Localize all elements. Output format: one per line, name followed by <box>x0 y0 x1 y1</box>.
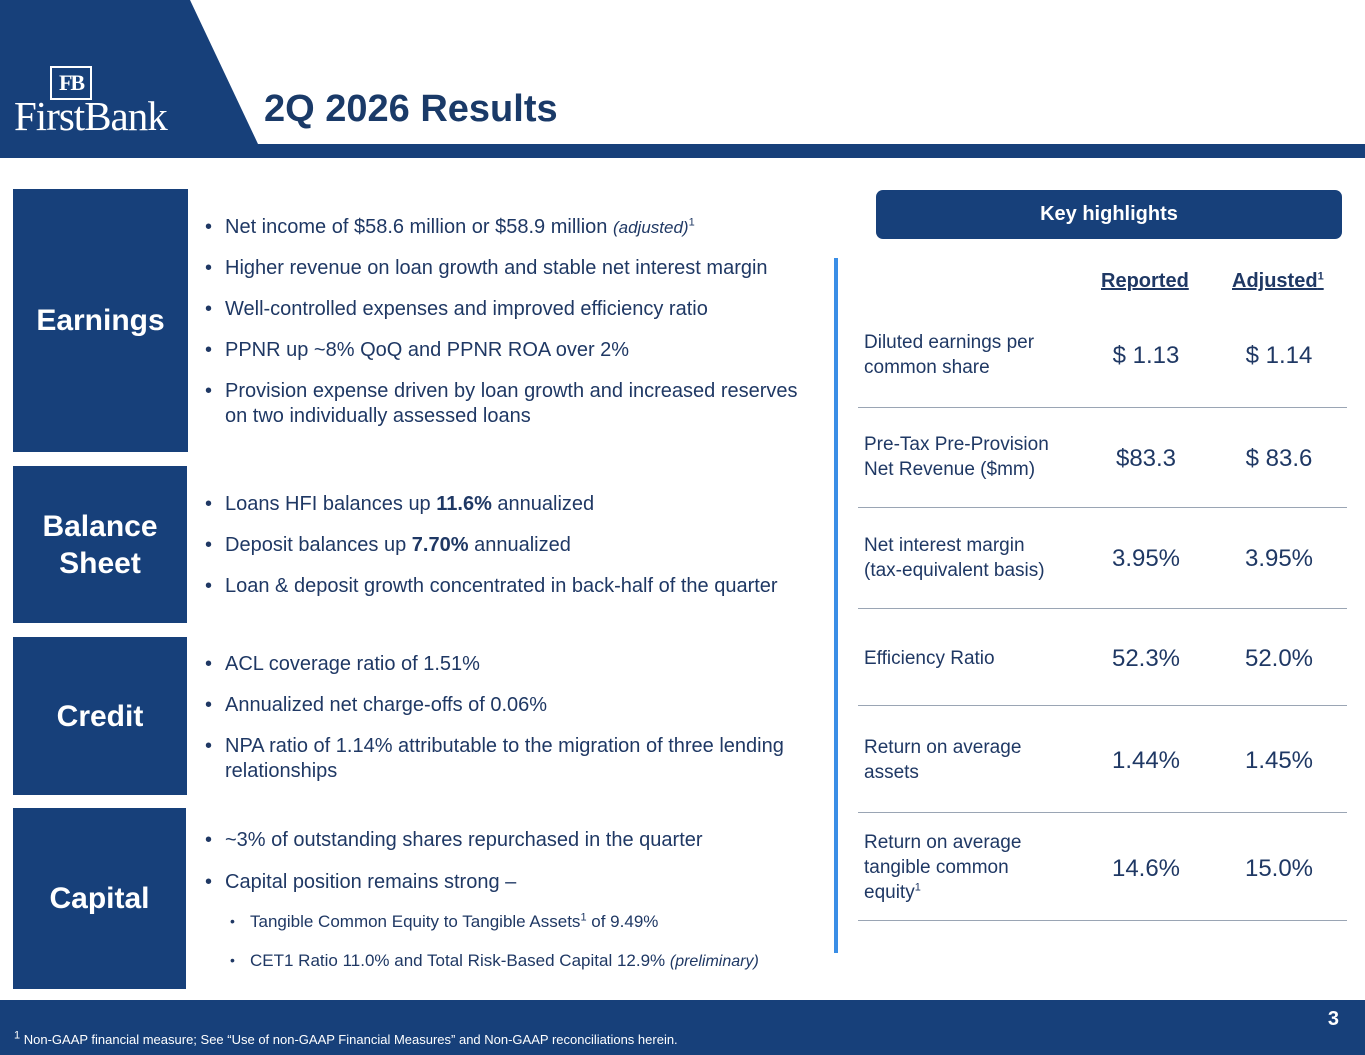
column-header-adjusted-text: Adjusted <box>1232 270 1318 292</box>
footer: 1 Non-GAAP financial measure; See “Use o… <box>0 1000 1365 1055</box>
header-bar <box>0 144 1365 158</box>
earnings-bullets: Net income of $58.6 million or $58.9 mil… <box>205 215 805 429</box>
bullet-text: CET1 Ratio 11.0% and Total Risk-Based Ca… <box>250 951 670 970</box>
page-number: 3 <box>1327 1008 1339 1030</box>
column-header-adjusted: Adjusted1 <box>1232 270 1324 293</box>
highlight-label: Return on average assets <box>864 735 1021 785</box>
highlight-row-eps: Diluted earnings per common share $ 1.13 … <box>858 305 1347 408</box>
earnings-bullet-ppnr: PPNR up ~8% QoQ and PPNR ROA over 2% <box>205 338 805 363</box>
balance-bullet-growth: Loan & deposit growth concentrated in ba… <box>205 574 778 599</box>
highlight-reported-value: 1.44% <box>1111 747 1181 774</box>
label-line: equity <box>864 882 915 903</box>
label-line: Diluted earnings per <box>864 332 1035 353</box>
footnote-ref: 1 <box>914 881 921 894</box>
highlight-adjusted-value: $ 1.14 <box>1245 342 1313 369</box>
balance-sheet-label-line2: Sheet <box>59 546 141 580</box>
highlight-row-roaa: Return on average assets 1.44% 1.45% <box>858 706 1347 813</box>
capital-label: Capital <box>49 882 150 915</box>
bullet-bold-value: 7.70% <box>411 534 469 556</box>
credit-label-block: Credit <box>13 637 187 795</box>
bullet-bold-value: 11.6% <box>436 493 492 515</box>
credit-bullets: ACL coverage ratio of 1.51% Annualized n… <box>205 652 785 784</box>
balance-bullet-deposits: Deposit balances up 7.70% annualized <box>205 533 778 558</box>
label-line: Pre-Tax Pre-Provision <box>864 434 1049 455</box>
credit-bullet-npa: NPA ratio of 1.14% attributable to the m… <box>205 734 785 784</box>
highlight-reported-value: 3.95% <box>1111 545 1181 572</box>
highlight-label: Diluted earnings per common share <box>864 330 1034 380</box>
earnings-bullet-provision: Provision expense driven by loan growth … <box>205 379 805 429</box>
highlight-row-rotce: Return on average tangible common equity1 … <box>858 813 1347 921</box>
highlight-label: Efficiency Ratio <box>864 648 995 669</box>
column-header-reported: Reported <box>1101 270 1189 292</box>
earnings-label-block: Earnings <box>13 189 188 452</box>
header: FB FirstBank 2Q 2026 Results <box>0 0 1365 158</box>
footnote-ref: 1 <box>1317 270 1324 283</box>
balance-sheet-label-block: Balance Sheet <box>13 466 187 623</box>
label-line: Return on average <box>864 832 1022 853</box>
highlight-adjusted-value: 15.0% <box>1244 855 1314 882</box>
credit-bullet-acl: ACL coverage ratio of 1.51% <box>205 652 785 677</box>
label-line: tangible common <box>864 857 1009 878</box>
capital-bullet-position: Capital position remains strong – <box>205 870 759 895</box>
label-line: Return on average <box>864 737 1022 758</box>
credit-bullet-nco: Annualized net charge-offs of 0.06% <box>205 693 785 718</box>
credit-label: Credit <box>56 699 144 733</box>
bullet-text: Deposit balances up <box>225 534 412 556</box>
earnings-label: Earnings <box>36 304 165 337</box>
capital-bullet-repurchase: ~3% of outstanding shares repurchased in… <box>205 828 759 853</box>
bullet-text: annualized <box>468 534 571 556</box>
balance-sheet-bullets: Loans HFI balances up 11.6% annualized D… <box>205 492 778 599</box>
earnings-bullet-revenue: Higher revenue on loan growth and stable… <box>205 256 805 281</box>
highlight-reported-value: 52.3% <box>1111 645 1181 672</box>
key-highlights-header: Key highlights <box>876 190 1342 239</box>
capital-label-block: Capital <box>13 808 186 989</box>
highlight-reported-value: $ 1.13 <box>1112 342 1180 369</box>
highlight-row-nim: Net interest margin (tax-equivalent basis… <box>858 508 1347 609</box>
highlight-label: Pre-Tax Pre-Provision Net Revenue ($mm) <box>864 432 1049 482</box>
highlight-reported-value: $83.3 <box>1115 445 1177 472</box>
footnote-ref: 1 <box>688 216 695 229</box>
capital-bullets: ~3% of outstanding shares repurchased in… <box>205 828 759 974</box>
bullet-text: Tangible Common Equity to Tangible Asset… <box>250 912 581 931</box>
page-title: 2Q 2026 Results <box>264 88 558 130</box>
earnings-bullet-expenses: Well-controlled expenses and improved ef… <box>205 297 805 322</box>
balance-sheet-label-line1: Balance <box>42 509 158 543</box>
bullet-text: annualized <box>491 493 595 515</box>
earnings-bullet-net-income: Net income of $58.6 million or $58.9 mil… <box>205 215 805 240</box>
highlight-reported-value: 14.6% <box>1111 855 1181 882</box>
bullet-text: of 9.49% <box>586 912 659 931</box>
highlight-row-ppnr: Pre-Tax Pre-Provision Net Revenue ($mm) $… <box>858 408 1347 508</box>
label-line: (tax-equivalent basis) <box>864 560 1045 581</box>
highlight-adjusted-value: 52.0% <box>1244 645 1314 672</box>
label-line: Net interest margin <box>864 535 1025 556</box>
footnote: 1 Non-GAAP financial measure; See “Use o… <box>14 1029 678 1047</box>
highlight-adjusted-value: 3.95% <box>1244 545 1314 572</box>
label-line: assets <box>864 762 919 783</box>
highlight-adjusted-value: 1.45% <box>1244 747 1314 774</box>
bullet-text: Net income of $58.6 million or $58.9 mil… <box>225 216 613 238</box>
firstbank-logo-text: FirstBank <box>14 93 168 139</box>
label-line: Net Revenue ($mm) <box>864 459 1036 480</box>
highlight-label: Net interest margin (tax-equivalent basis… <box>864 533 1045 583</box>
firstbank-logo-monogram: FB <box>50 66 92 100</box>
highlight-row-efficiency: Efficiency Ratio 52.3% 52.0% <box>858 609 1347 706</box>
footnote-ref: 1 <box>14 1029 21 1042</box>
label-line: common share <box>864 357 990 378</box>
capital-subbullet-tce: Tangible Common Equity to Tangible Asset… <box>205 909 759 934</box>
footnote-ref: 1 <box>580 911 587 924</box>
vertical-divider <box>834 258 838 953</box>
balance-bullet-loans: Loans HFI balances up 11.6% annualized <box>205 492 778 517</box>
footnote-text: Non-GAAP financial measure; See “Use of … <box>20 1032 678 1047</box>
bullet-italic: (preliminary) <box>669 953 759 970</box>
capital-subbullet-cet1: CET1 Ratio 11.0% and Total Risk-Based Ca… <box>205 948 759 974</box>
bullet-italic: (adjusted) <box>612 218 689 237</box>
bullet-text: Loans HFI balances up <box>225 493 437 515</box>
highlight-label: Return on average tangible common equity1 <box>864 830 1021 905</box>
highlight-adjusted-value: $ 83.6 <box>1245 445 1313 472</box>
